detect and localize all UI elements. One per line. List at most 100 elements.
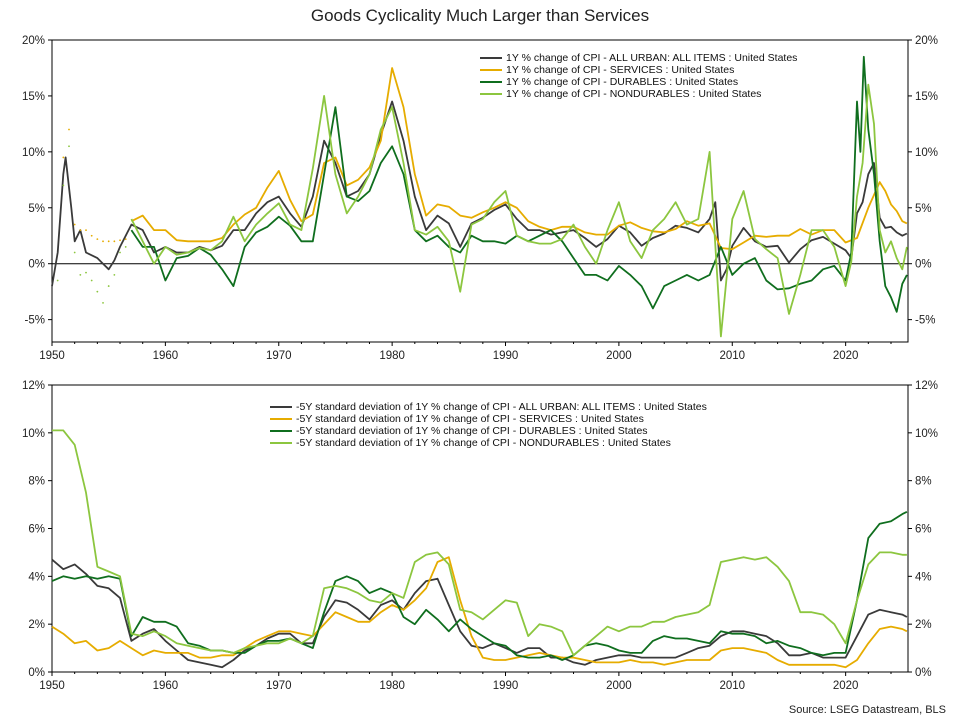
y-tick-label-left: 2% xyxy=(28,619,45,631)
x-tick-label: 1970 xyxy=(266,350,292,362)
source-note: Source: LSEG Datastream, BLS xyxy=(788,704,946,716)
legend-label: -5Y standard deviation of 1Y % change of… xyxy=(296,437,671,449)
x-tick-label: 2020 xyxy=(833,680,859,692)
x-tick-label: 1990 xyxy=(493,350,519,362)
legend-label: 1Y % change of CPI - SERVICES : United S… xyxy=(506,64,735,76)
chart-title: Goods Cyclicality Much Larger than Servi… xyxy=(310,6,650,25)
series-dot xyxy=(124,246,127,248)
top-panel: 20% 20% 15% 15% 10% 10% 5% 5% 0% 0% -5% -5% 1950 1960… xyxy=(22,35,938,362)
y-tick-label-left: 4% xyxy=(28,571,45,583)
series-dot xyxy=(56,279,59,282)
x-tick-label: 1970 xyxy=(266,680,292,692)
series-dot xyxy=(107,240,110,243)
y-tick-label-right: -5% xyxy=(915,315,935,327)
legend-entry: 1Y % change of CPI - DURABLES : United S… xyxy=(480,76,797,88)
y-tick-label-left: 20% xyxy=(22,35,45,47)
series-dot xyxy=(102,301,104,304)
y-tick-label-left: 0% xyxy=(28,667,45,679)
y-tick-label-right: 6% xyxy=(915,524,932,536)
bottom-panel: 12% 12%10% 10%8% 8%6% 6%4% 4%2% 2%0% 0%1950 1960… xyxy=(22,380,938,692)
series-line-all_items xyxy=(51,558,908,669)
x-tick-label: 1990 xyxy=(493,680,519,692)
series-dot xyxy=(102,240,104,243)
x-tick-label: 2020 xyxy=(833,350,859,362)
series-dot xyxy=(113,273,116,276)
series-dot xyxy=(119,239,121,242)
legend-entry: -5Y standard deviation of 1Y % change of… xyxy=(270,437,707,449)
y-tick-label-left: -5% xyxy=(25,315,45,327)
series-dot xyxy=(90,279,93,282)
series-line-services xyxy=(51,556,908,669)
legend-swatch xyxy=(480,81,502,83)
legend-label: 1Y % change of CPI - ALL URBAN: ALL ITEM… xyxy=(506,52,798,64)
series-line-durables xyxy=(130,55,908,313)
y-tick-label-right: 20% xyxy=(915,35,938,47)
series-dot xyxy=(73,223,76,226)
series-line-nondurables xyxy=(130,83,908,338)
legend-swatch xyxy=(480,93,502,95)
y-tick-label-right: 0% xyxy=(915,667,932,679)
top-legend: 1Y % change of CPI - ALL URBAN: ALL ITEM… xyxy=(480,52,797,100)
plot-frame xyxy=(51,39,909,343)
legend-label: -5Y standard deviation of 1Y % change of… xyxy=(296,413,644,425)
y-tick-label-left: 8% xyxy=(28,476,45,488)
legend-swatch xyxy=(270,430,292,432)
y-tick-label-left: 15% xyxy=(22,91,45,103)
legend-entry: -5Y standard deviation of 1Y % change of… xyxy=(270,425,707,437)
y-tick-label-right: 2% xyxy=(915,619,932,631)
series-dot xyxy=(113,240,116,243)
y-tick-label-right: 0% xyxy=(915,259,932,271)
x-tick-label: 2010 xyxy=(719,680,745,692)
legend-entry: -5Y standard deviation of 1Y % change of… xyxy=(270,413,707,425)
x-tick-label: 1980 xyxy=(379,350,405,362)
series-dot xyxy=(90,234,93,237)
y-tick-label-right: 10% xyxy=(915,428,938,440)
series-dot xyxy=(79,229,82,232)
x-tick-label: 2000 xyxy=(606,680,632,692)
y-tick-label-right: 15% xyxy=(915,91,938,103)
legend-entry: 1Y % change of CPI - SERVICES : United S… xyxy=(480,64,797,76)
series-dot xyxy=(119,251,121,254)
y-tick-label-left: 12% xyxy=(22,380,45,392)
legend-entry: -5Y standard deviation of 1Y % change of… xyxy=(270,401,707,413)
series-dot xyxy=(62,156,65,159)
x-tick-label: 2000 xyxy=(606,350,632,362)
y-tick-label-right: 4% xyxy=(915,571,932,583)
legend-label: -5Y standard deviation of 1Y % change of… xyxy=(296,401,707,413)
x-tick-label: 1960 xyxy=(153,350,179,362)
legend-entry: 1Y % change of CPI - NONDURABLES : Unite… xyxy=(480,88,797,100)
x-tick-label: 2010 xyxy=(719,350,745,362)
bottom-legend: -5Y standard deviation of 1Y % change of… xyxy=(270,401,707,449)
y-tick-label-right: 12% xyxy=(915,380,938,392)
legend-label: 1Y % change of CPI - DURABLES : United S… xyxy=(506,76,739,88)
series-line-durables xyxy=(51,510,908,661)
legend-swatch xyxy=(270,442,292,444)
y-tick-label-right: 8% xyxy=(915,476,932,488)
series-line-services xyxy=(131,67,908,251)
y-tick-label-left: 10% xyxy=(22,428,45,440)
legend-swatch xyxy=(480,57,502,59)
legend-entry: 1Y % change of CPI - ALL URBAN: ALL ITEM… xyxy=(480,52,797,64)
series-dot xyxy=(68,128,70,131)
legend-swatch xyxy=(270,418,292,420)
legend-swatch xyxy=(480,69,502,71)
series-dot xyxy=(85,271,87,274)
series-dot xyxy=(85,229,87,232)
y-tick-label-left: 10% xyxy=(22,147,45,159)
y-tick-label-left: 6% xyxy=(28,524,45,536)
series-dot xyxy=(96,238,99,240)
series-dot xyxy=(96,290,99,293)
series-dot xyxy=(124,238,127,240)
x-tick-label: 1950 xyxy=(39,680,65,692)
x-tick-label: 1960 xyxy=(153,680,179,692)
y-tick-label-left: 0% xyxy=(28,259,45,271)
legend-label: -5Y standard deviation of 1Y % change of… xyxy=(296,425,648,437)
x-tick-label: 1980 xyxy=(379,680,405,692)
x-tick-label: 1950 xyxy=(39,350,65,362)
y-tick-label-left: 5% xyxy=(28,203,45,215)
series-dot xyxy=(107,285,110,287)
y-tick-label-right: 5% xyxy=(915,203,932,215)
legend-swatch xyxy=(270,406,292,408)
series-line-all_items xyxy=(51,100,908,287)
